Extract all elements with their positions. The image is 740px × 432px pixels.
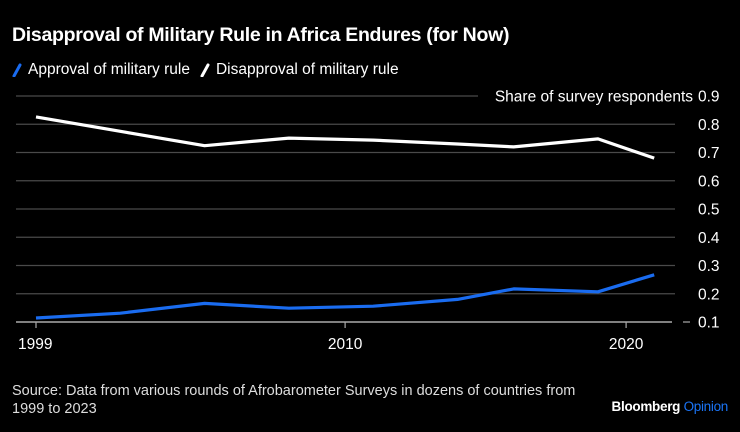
y-tick-label: 0.1	[698, 315, 720, 332]
chart-title: Disapproval of Military Rule in Africa E…	[12, 24, 510, 46]
brand-logo: Bloomberg Opinion	[611, 399, 729, 414]
series-lines	[35, 115, 655, 320]
legend-label-approval: Approval of military rule	[28, 61, 190, 78]
y-tick-label: 0.9	[698, 89, 720, 106]
x-axis: 1999 2010 2020	[18, 322, 644, 353]
legend-label-disapproval: Disapproval of military rule	[215, 61, 399, 78]
y-axis-title: Share of survey respondents	[495, 89, 693, 106]
series-line-approval	[35, 273, 655, 320]
y-tick-label: 0.8	[698, 117, 720, 134]
x-tick-label: 2020	[609, 336, 644, 353]
brand-suffix: Opinion	[683, 399, 729, 414]
brand-name: Bloomberg	[611, 399, 681, 414]
y-tick-label: 0.3	[698, 258, 720, 275]
legend-swatch-approval-icon	[12, 63, 22, 77]
legend-item-approval: Approval of military rule	[12, 61, 190, 79]
y-tick-label: 0.4	[698, 230, 720, 247]
y-axis-ticks: 0.1 0.2 0.3 0.4 0.5 0.6 0.7 0.8 0.9 Share of surv…	[495, 89, 720, 332]
y-tick-label: 0.2	[698, 286, 720, 303]
x-tick-label: 1999	[18, 336, 52, 353]
legend-item-disapproval: Disapproval of military rule	[200, 61, 399, 79]
y-tick-label: 0.5	[698, 202, 720, 219]
gridlines	[16, 95, 690, 323]
source-note: Source: Data from various rounds of Afro…	[12, 383, 576, 417]
y-tick-label: 0.7	[698, 145, 720, 162]
legend-swatch-disapproval-icon	[200, 63, 210, 77]
legend: Approval of military rule Disapproval of…	[12, 61, 409, 79]
y-tick-label: 0.6	[698, 173, 720, 190]
series-line-disapproval	[35, 115, 655, 160]
x-tick-label: 2010	[328, 336, 363, 353]
